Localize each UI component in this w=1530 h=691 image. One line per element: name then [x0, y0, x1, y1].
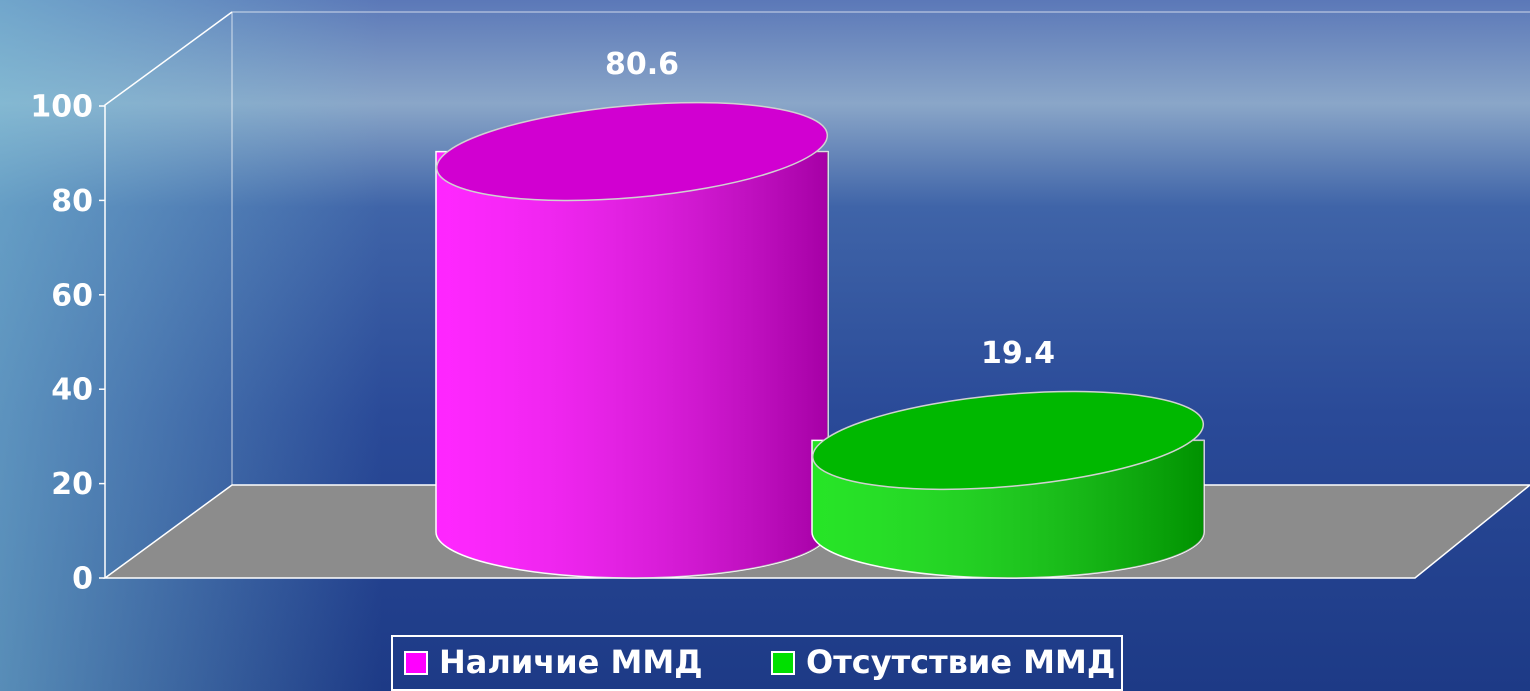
cylinder-shade — [436, 152, 828, 578]
y-tick-label: 100 — [30, 90, 93, 125]
y-tick-label: 60 — [51, 278, 93, 313]
legend-label: Наличие ММД — [439, 643, 703, 681]
data-label: 19.4 — [981, 336, 1055, 371]
page: Наличие ММД Отсутствие ММД 0 20 40 60 80 100 80… — [0, 0, 1530, 691]
legend-label: Отсутствие ММД — [806, 643, 1115, 681]
y-tick-label: 80 — [51, 184, 93, 219]
legend-swatch — [405, 652, 427, 674]
chart: Наличие ММД Отсутствие ММД 0 20 40 60 80 100 80… — [0, 0, 1530, 691]
y-tick-label: 20 — [51, 467, 93, 502]
data-label: 80.6 — [605, 47, 679, 82]
y-tick-label: 0 — [72, 562, 93, 597]
legend-swatch — [772, 652, 794, 674]
y-tick-label: 40 — [51, 373, 93, 408]
